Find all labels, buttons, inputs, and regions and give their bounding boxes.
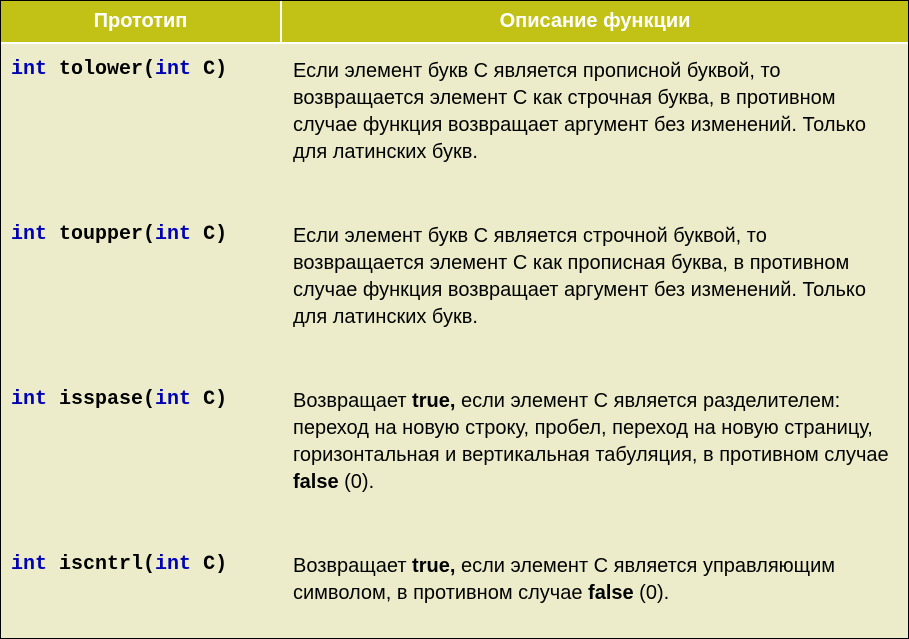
func-arg: C) xyxy=(191,553,227,576)
keyword: int xyxy=(155,223,191,246)
prototype-cell: int iscntrl(int C) xyxy=(1,541,281,638)
keyword: int xyxy=(155,58,191,81)
keyword: int xyxy=(155,388,191,411)
table-row: int iscntrl(int C) Возвращает true, если… xyxy=(1,541,908,638)
prototype-cell: int tolower(int C) xyxy=(1,43,281,211)
description-cell: Возвращает true, если элемент С является… xyxy=(281,376,908,541)
func-name: tolower( xyxy=(47,58,155,81)
func-name: iscntrl( xyxy=(47,553,155,576)
function-reference-table: Прототип Описание функции int tolower(in… xyxy=(0,0,909,639)
prototype-cell: int toupper(int C) xyxy=(1,211,281,376)
table-row: int isspase(int C) Возвращает true, если… xyxy=(1,376,908,541)
header-row: Прототип Описание функции xyxy=(1,1,908,43)
func-name: isspase( xyxy=(47,388,155,411)
func-arg: C) xyxy=(191,223,227,246)
description-cell: Если элемент букв С является прописной б… xyxy=(281,43,908,211)
keyword: int xyxy=(155,553,191,576)
col-header-prototype: Прототип xyxy=(1,1,281,43)
description-text: Возвращает true, если элемент С является… xyxy=(293,555,835,604)
description-cell: Возвращает true, если элемент С является… xyxy=(281,541,908,638)
table-row: int toupper(int C) Если элемент букв С я… xyxy=(1,211,908,376)
keyword: int xyxy=(11,388,47,411)
col-header-description: Описание функции xyxy=(281,1,908,43)
keyword: int xyxy=(11,553,47,576)
description-text: Возвращает true, если элемент С является… xyxy=(293,390,889,493)
keyword: int xyxy=(11,58,47,81)
prototype-cell: int isspase(int C) xyxy=(1,376,281,541)
table-row: int tolower(int C) Если элемент букв С я… xyxy=(1,43,908,211)
description-text: Если элемент букв С является строчной бу… xyxy=(293,225,866,328)
description-cell: Если элемент букв С является строчной бу… xyxy=(281,211,908,376)
func-arg: C) xyxy=(191,388,227,411)
table: Прототип Описание функции int tolower(in… xyxy=(1,1,908,638)
func-arg: C) xyxy=(191,58,227,81)
description-text: Если элемент букв С является прописной б… xyxy=(293,60,866,163)
keyword: int xyxy=(11,223,47,246)
func-name: toupper( xyxy=(47,223,155,246)
